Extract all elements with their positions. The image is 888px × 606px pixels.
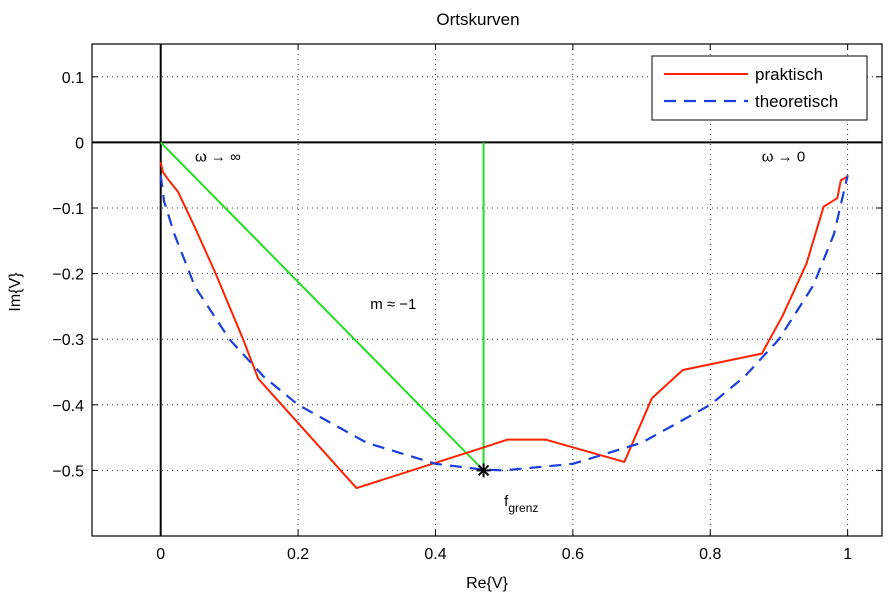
axis-ticks: 0 0.2 0.4 0.6 0.8 1 0.1 0 −0.1 −0.2 −0.3 −0.4 −0.5 bbox=[52, 44, 882, 563]
legend-label-theoretisch: theoretisch bbox=[755, 92, 838, 111]
series-line-praktisch bbox=[159, 161, 849, 490]
x-tick-label: 0.4 bbox=[424, 546, 446, 563]
y-tick-label: −0.1 bbox=[52, 201, 84, 218]
x-tick-label: 0 bbox=[156, 546, 165, 563]
data-series bbox=[159, 161, 849, 490]
marker-stroke bbox=[477, 464, 490, 477]
y-tick-label: −0.4 bbox=[52, 398, 84, 415]
legend: praktisch theoretisch bbox=[651, 55, 868, 121]
plot-frame bbox=[91, 43, 883, 537]
annotation-2: m ≈ −1 bbox=[370, 296, 416, 313]
x-tick-label: 1 bbox=[843, 546, 852, 563]
x-tick-label: 0.6 bbox=[562, 546, 584, 563]
marker-layer bbox=[476, 463, 491, 478]
legend-label-praktisch: praktisch bbox=[755, 65, 823, 84]
legend-box bbox=[651, 55, 868, 121]
y-tick-label: −0.2 bbox=[52, 267, 84, 284]
overlay-line-0 bbox=[159, 141, 485, 472]
y-axis-label: Im{V} bbox=[7, 272, 24, 312]
y-tick-label: 0 bbox=[75, 135, 84, 152]
series-line-theoretisch bbox=[159, 174, 849, 472]
y-tick-label: 0.1 bbox=[62, 70, 84, 87]
marker-asterisk bbox=[476, 463, 491, 478]
overlay-lines bbox=[159, 141, 485, 472]
y-tick-label: −0.5 bbox=[52, 463, 84, 480]
x-tick-label: 0.8 bbox=[699, 546, 721, 563]
x-axis-label: Re{V} bbox=[466, 575, 508, 592]
chart-title: Ortskurven bbox=[436, 10, 519, 29]
annotation-0: ω → ∞ bbox=[195, 149, 241, 166]
annotation-1: ω → 0 bbox=[762, 149, 805, 166]
y-tick-label: −0.3 bbox=[52, 332, 84, 349]
x-tick-label: 0.2 bbox=[287, 546, 309, 563]
annotation-subscript: grenz bbox=[508, 501, 538, 515]
zero-axes bbox=[92, 44, 882, 536]
